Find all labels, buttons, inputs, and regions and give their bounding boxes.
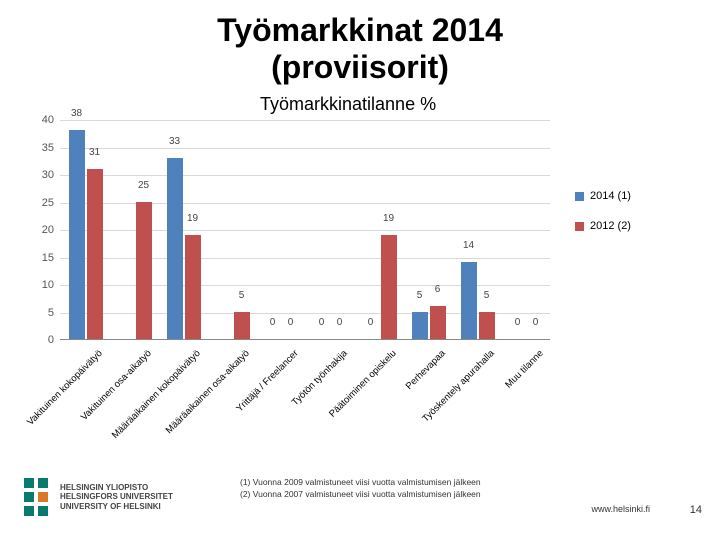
- grid-line: [60, 230, 550, 231]
- y-tick-label: 5: [48, 307, 54, 319]
- legend-swatch: [575, 222, 584, 231]
- bar-value-label: 6: [430, 284, 446, 295]
- chart-subtitle: Työmarkkinatilanne %: [260, 94, 436, 115]
- legend: 2014 (1) 2012 (2): [575, 190, 631, 250]
- grid-line: [60, 175, 550, 176]
- bar-value-label: 19: [381, 213, 397, 224]
- bar-value-label: 0: [332, 317, 348, 328]
- slide: Työmarkkinat 2014 (proviisorit) Työmarkk…: [0, 0, 720, 540]
- legend-label: 2014 (1): [590, 190, 631, 202]
- bar-2014: [69, 130, 85, 339]
- logo-block: [24, 492, 34, 502]
- bar-chart: 0510152025303540 38312533195000001956145…: [30, 120, 550, 380]
- x-tick-label: Työtön työnhakija: [250, 348, 350, 448]
- grid-line: [60, 148, 550, 149]
- y-tick-label: 0: [48, 334, 54, 346]
- y-tick-label: 15: [42, 252, 54, 264]
- legend-entry-2012: 2012 (2): [575, 220, 631, 232]
- footer-url: www.helsinki.fi: [591, 504, 650, 514]
- y-axis: 0510152025303540: [30, 120, 58, 340]
- bar-2012: [185, 235, 201, 340]
- logo-block: [38, 492, 48, 502]
- bar-value-label: 0: [283, 317, 299, 328]
- y-tick-label: 40: [42, 114, 54, 126]
- footnotes: (1) Vuonna 2009 valmistuneet viisi vuott…: [240, 477, 481, 500]
- x-tick-label: Määräaikainen osa-aikatyö: [152, 348, 252, 448]
- bar-value-label: 25: [136, 180, 152, 191]
- x-tick-label: Muu tilanne: [446, 348, 546, 448]
- bar-2012: [430, 306, 446, 339]
- legend-swatch: [575, 192, 584, 201]
- footnote-2: (2) Vuonna 2007 valmistuneet viisi vuott…: [240, 489, 481, 500]
- grid-line: [60, 258, 550, 259]
- footnote-1: (1) Vuonna 2009 valmistuneet viisi vuott…: [240, 477, 481, 488]
- bar-value-label: 5: [412, 290, 428, 301]
- bar-value-label: 0: [314, 317, 330, 328]
- bar-value-label: 0: [363, 317, 379, 328]
- logo-line: HELSINGFORS UNIVERSITET: [60, 492, 173, 501]
- bar-2014: [461, 262, 477, 339]
- logo-block: [24, 478, 34, 488]
- x-tick-label: Vakituinen kokopäivätyö: [5, 348, 105, 448]
- grid-line: [60, 120, 550, 121]
- bar-2012: [234, 312, 250, 340]
- logo-mark-icon: [24, 478, 52, 516]
- grid-line: [60, 203, 550, 204]
- x-tick-label: Vakituinen osa-aikatyö: [54, 348, 154, 448]
- bar-2012: [136, 202, 152, 340]
- y-tick-label: 30: [42, 169, 54, 181]
- plot-area: 3831253319500000195614500: [60, 120, 550, 340]
- grid-line: [60, 313, 550, 314]
- title-line-1: Työmarkkinat 2014: [217, 12, 503, 48]
- x-tick-label: Yrittäjä / Freelancer: [201, 348, 301, 448]
- x-tick-label: Perhevapaa: [348, 348, 448, 448]
- legend-label: 2012 (2): [590, 220, 631, 232]
- bar-2012: [87, 169, 103, 340]
- y-tick-label: 10: [42, 279, 54, 291]
- bar-value-label: 19: [185, 213, 201, 224]
- x-tick-label: Päätoiminen opiskelu: [299, 348, 399, 448]
- page-number: 14: [690, 504, 702, 516]
- bar-value-label: 0: [265, 317, 281, 328]
- bar-value-label: 0: [528, 317, 544, 328]
- bar-2014: [167, 158, 183, 340]
- logo-block: [38, 478, 48, 488]
- bar-2012: [381, 235, 397, 340]
- title-line-2: (proviisorit): [271, 49, 449, 85]
- x-axis-labels: Vakituinen kokopäivätyöVakituinen osa-ai…: [60, 342, 550, 462]
- bar-value-label: 33: [167, 136, 183, 147]
- y-tick-label: 25: [42, 197, 54, 209]
- bar-value-label: 0: [510, 317, 526, 328]
- bar-value-label: 38: [69, 108, 85, 119]
- logo-text: HELSINGIN YLIOPISTO HELSINGFORS UNIVERSI…: [60, 483, 173, 511]
- bar-value-label: 5: [234, 290, 250, 301]
- slide-title: Työmarkkinat 2014 (proviisorit): [0, 12, 720, 86]
- bar-2014: [412, 312, 428, 340]
- y-tick-label: 20: [42, 224, 54, 236]
- grid-line: [60, 285, 550, 286]
- bar-value-label: 5: [479, 290, 495, 301]
- logo-line: UNIVERSITY OF HELSINKI: [60, 502, 173, 511]
- x-tick-label: Työskentely apurahalla: [397, 348, 497, 448]
- logo-block: [24, 506, 34, 516]
- university-logo: HELSINGIN YLIOPISTO HELSINGFORS UNIVERSI…: [24, 478, 173, 516]
- x-tick-label: Määräaikainen kokopäivätyö: [103, 348, 203, 448]
- bar-value-label: 31: [87, 147, 103, 158]
- bar-2012: [479, 312, 495, 340]
- legend-entry-2014: 2014 (1): [575, 190, 631, 202]
- logo-line: HELSINGIN YLIOPISTO: [60, 483, 173, 492]
- bar-value-label: 14: [461, 240, 477, 251]
- y-tick-label: 35: [42, 142, 54, 154]
- logo-block: [38, 506, 48, 516]
